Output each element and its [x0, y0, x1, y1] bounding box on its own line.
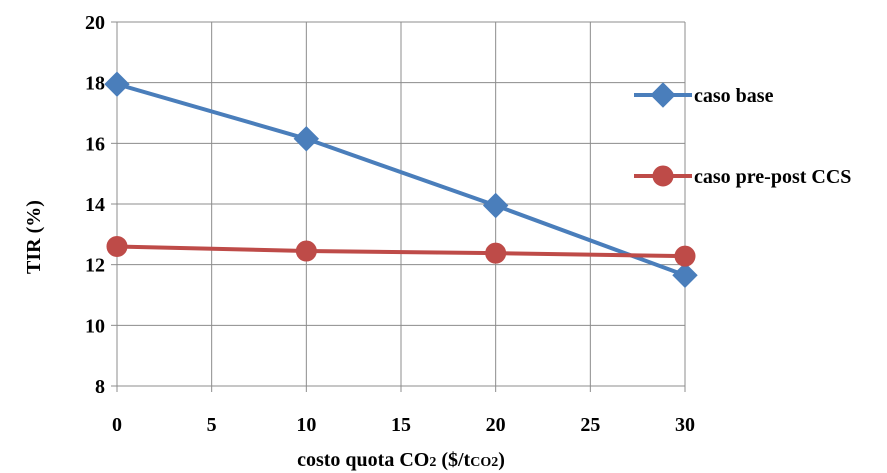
x-axis-title-part: ) [498, 449, 505, 471]
series-line [116, 244, 686, 259]
legend-entry: caso base [634, 82, 774, 108]
data-point [672, 262, 698, 288]
legend: caso base caso pre-post CCS [634, 82, 851, 188]
x-tick-label: 20 [486, 414, 506, 436]
legend-entry: caso pre-post CCS [634, 165, 851, 188]
x-tick-label: 10 [296, 414, 316, 436]
x-axis-title-part: costo quota CO [297, 449, 429, 471]
y-tick-label: 18 [85, 73, 105, 95]
data-point [106, 235, 128, 257]
y-tick-label: 10 [85, 315, 105, 337]
x-tick-labels: 0 5 10 15 20 25 30 [112, 414, 695, 436]
legend-label: caso base [694, 85, 774, 107]
y-tick-labels: 8 10 12 14 16 18 20 [85, 12, 105, 398]
legend-marker [652, 165, 674, 187]
data-point [485, 242, 507, 264]
x-tick-label: 15 [391, 414, 411, 436]
y-tick-label: 12 [85, 255, 105, 277]
y-axis-title: TIR (%) [23, 200, 45, 274]
data-point [293, 126, 320, 152]
axes [111, 21, 686, 392]
x-axis-title-part: ($/t [436, 449, 470, 471]
data-point [295, 240, 317, 262]
series-caso-pre-post-CCS [106, 235, 696, 267]
x-axis-title-subscript: CO2 [470, 455, 498, 470]
series-layer [104, 71, 698, 288]
legend-marker [650, 82, 676, 108]
series-line [116, 82, 686, 278]
x-axis-title: costo quota CO2 ($/tCO2) [297, 449, 505, 471]
grid [117, 21, 686, 386]
y-tick-label: 16 [85, 133, 105, 155]
x-tick-label: 30 [675, 414, 695, 436]
x-tick-label: 5 [207, 414, 217, 436]
series-caso-base [104, 71, 698, 288]
data-point [674, 245, 696, 267]
data-point [104, 71, 130, 97]
y-tick-label: 14 [85, 194, 105, 216]
x-tick-label: 25 [580, 414, 600, 436]
x-tick-label: 0 [112, 414, 122, 436]
legend-label: caso pre-post CCS [694, 166, 851, 188]
x-axis-title-subscript: 2 [429, 455, 436, 470]
data-point [482, 192, 509, 219]
y-tick-label: 20 [85, 12, 105, 34]
y-tick-label: 8 [95, 376, 105, 398]
